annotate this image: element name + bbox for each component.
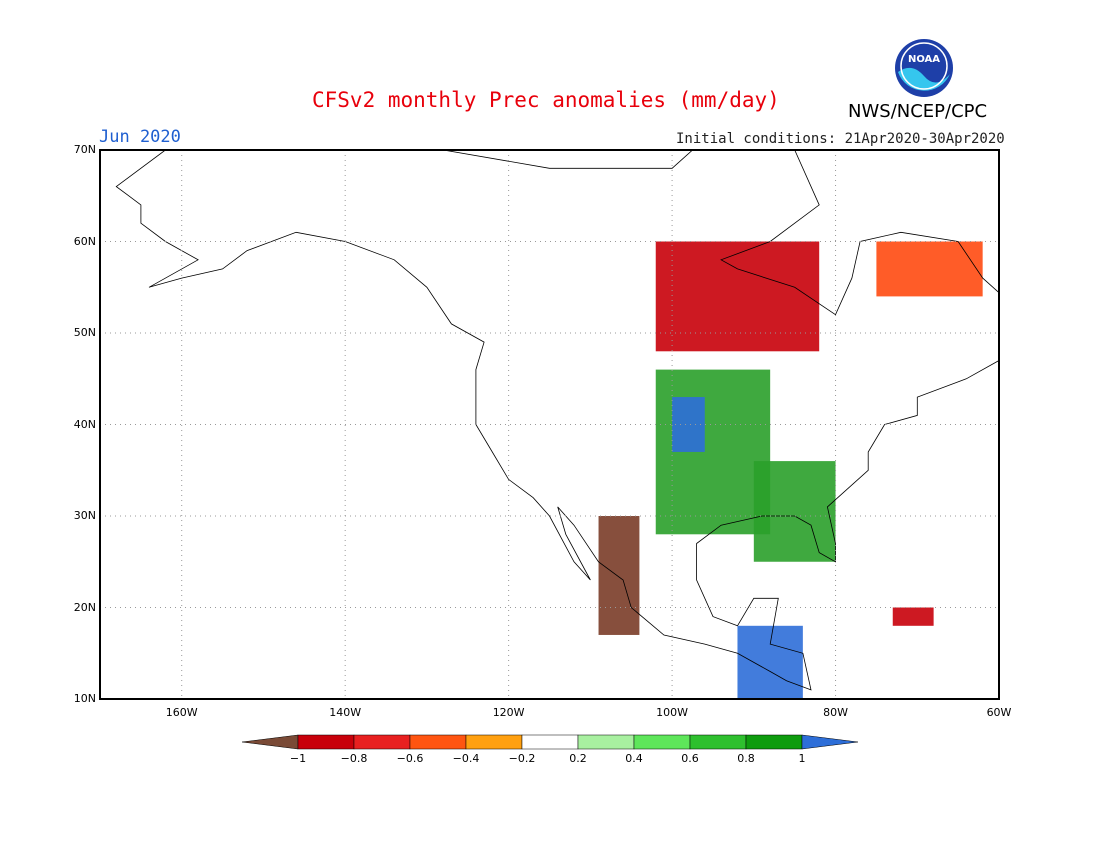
forecast-month: Jun 2020 <box>99 127 181 147</box>
colorbar-swatch <box>521 734 579 750</box>
lon-label: 80W <box>823 706 848 719</box>
lon-label: 160W <box>165 706 198 719</box>
agency-label: NWS/NCEP/CPC <box>848 101 988 122</box>
lat-label: 70N <box>73 143 96 156</box>
anomaly-layer <box>598 241 983 699</box>
colorbar-label: 0.2 <box>569 752 587 765</box>
logo-text: NOAA <box>908 54 940 65</box>
colorbar-swatch <box>409 734 467 750</box>
colorbar-swatch <box>353 734 411 750</box>
colorbar-swatch <box>745 734 803 750</box>
chart-title: CFSv2 monthly Prec anomalies (mm/day) <box>312 88 780 112</box>
lat-label: 40N <box>73 417 96 431</box>
noaa-logo-icon: NOAA <box>895 39 953 97</box>
colorbar-swatch <box>465 734 523 750</box>
anomaly-region <box>672 397 705 452</box>
colorbar-label: 0.4 <box>625 752 643 765</box>
colorbar-swatch <box>689 734 747 750</box>
colorbar-label: 1 <box>798 752 806 765</box>
lat-label: 10N <box>73 692 96 705</box>
colorbar-max-arrow <box>801 734 859 750</box>
colorbar-label: −0.4 <box>452 752 480 765</box>
map-frame <box>99 149 1000 700</box>
lat-label: 50N <box>73 326 96 339</box>
lon-label: 120W <box>492 706 525 719</box>
lat-label: 20N <box>73 600 96 614</box>
anomaly-region <box>737 625 803 699</box>
colorbar-swatch <box>577 734 635 750</box>
colorbar-swatch <box>297 734 355 750</box>
lon-label: 60W <box>986 706 1012 719</box>
colorbar-label: −0.2 <box>508 752 536 765</box>
coastlines <box>115 150 999 691</box>
colorbar <box>241 734 859 750</box>
lat-label: 30N <box>73 509 96 522</box>
anomaly-region <box>655 241 820 352</box>
anomaly-region <box>598 516 640 635</box>
anomaly-region <box>753 461 836 562</box>
gridlines <box>100 150 999 699</box>
colorbar-swatch <box>633 734 691 750</box>
colorbar-min-arrow <box>241 734 299 750</box>
colorbar-label: −0.6 <box>396 752 424 765</box>
colorbar-label: 0.8 <box>737 752 755 765</box>
coastline <box>115 150 999 691</box>
colorbar-label: −0.8 <box>340 752 368 765</box>
initial-conditions: Initial conditions: 21Apr2020-30Apr2020 <box>676 131 1005 147</box>
lon-label: 140W <box>329 706 362 719</box>
anomaly-region <box>655 369 771 535</box>
colorbar-label: 0.6 <box>681 752 699 765</box>
anomaly-region <box>876 241 983 297</box>
anomaly-region <box>892 607 934 626</box>
lat-label: 60N <box>73 234 96 248</box>
lon-label: 100W <box>656 706 689 719</box>
colorbar-label: −1 <box>289 752 307 765</box>
